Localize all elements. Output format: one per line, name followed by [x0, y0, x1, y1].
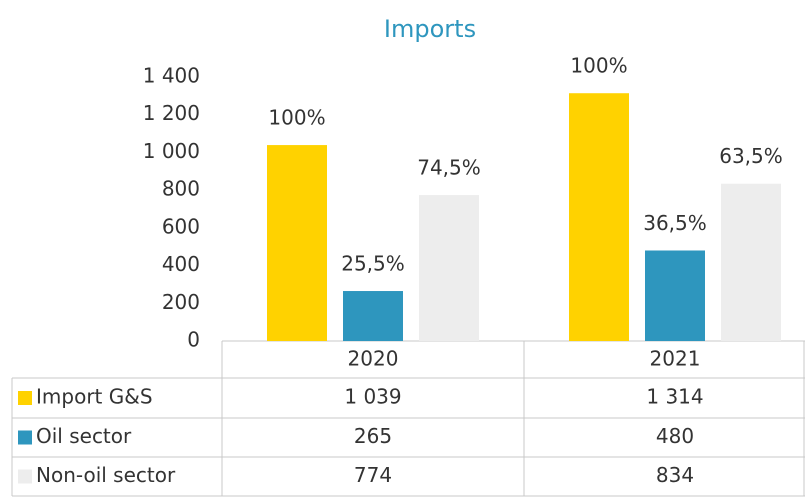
bar: [569, 93, 629, 342]
bar: [267, 145, 327, 341]
y-tick-label: 800: [162, 177, 200, 201]
legend-swatch: [18, 430, 32, 445]
table-value: 1 039: [344, 385, 401, 409]
y-tick-label: 1 400: [143, 64, 200, 88]
bar: [645, 250, 705, 341]
y-tick-label: 1 000: [143, 139, 200, 163]
data-label: 100%: [570, 54, 627, 78]
table-value: 774: [354, 463, 392, 487]
legend-label: Non-oil sector: [36, 463, 176, 487]
data-label: 25,5%: [341, 252, 405, 276]
data-label: 74,5%: [417, 156, 481, 180]
chart-title: Imports: [384, 15, 476, 43]
legend-label: Oil sector: [36, 424, 132, 448]
legend-label: Import G&S: [36, 385, 153, 409]
x-tick-label: 2021: [650, 347, 701, 371]
y-tick-label: 200: [162, 290, 200, 314]
legend-swatch: [18, 469, 32, 484]
table-value: 1 314: [646, 385, 703, 409]
data-label: 36,5%: [643, 211, 707, 235]
table-value: 265: [354, 424, 392, 448]
y-tick-label: 600: [162, 214, 200, 238]
y-tick-label: 400: [162, 252, 200, 276]
table-value: 834: [656, 463, 694, 487]
bar: [419, 195, 479, 341]
bar: [721, 183, 781, 341]
legend-swatch: [18, 391, 32, 405]
data-label: 100%: [268, 106, 325, 130]
bar: [343, 291, 403, 341]
y-tick-label: 0: [187, 328, 200, 352]
data-label: 63,5%: [719, 144, 783, 168]
x-tick-label: 2020: [348, 347, 399, 371]
y-tick-label: 1 200: [143, 101, 200, 125]
table-value: 480: [656, 424, 694, 448]
